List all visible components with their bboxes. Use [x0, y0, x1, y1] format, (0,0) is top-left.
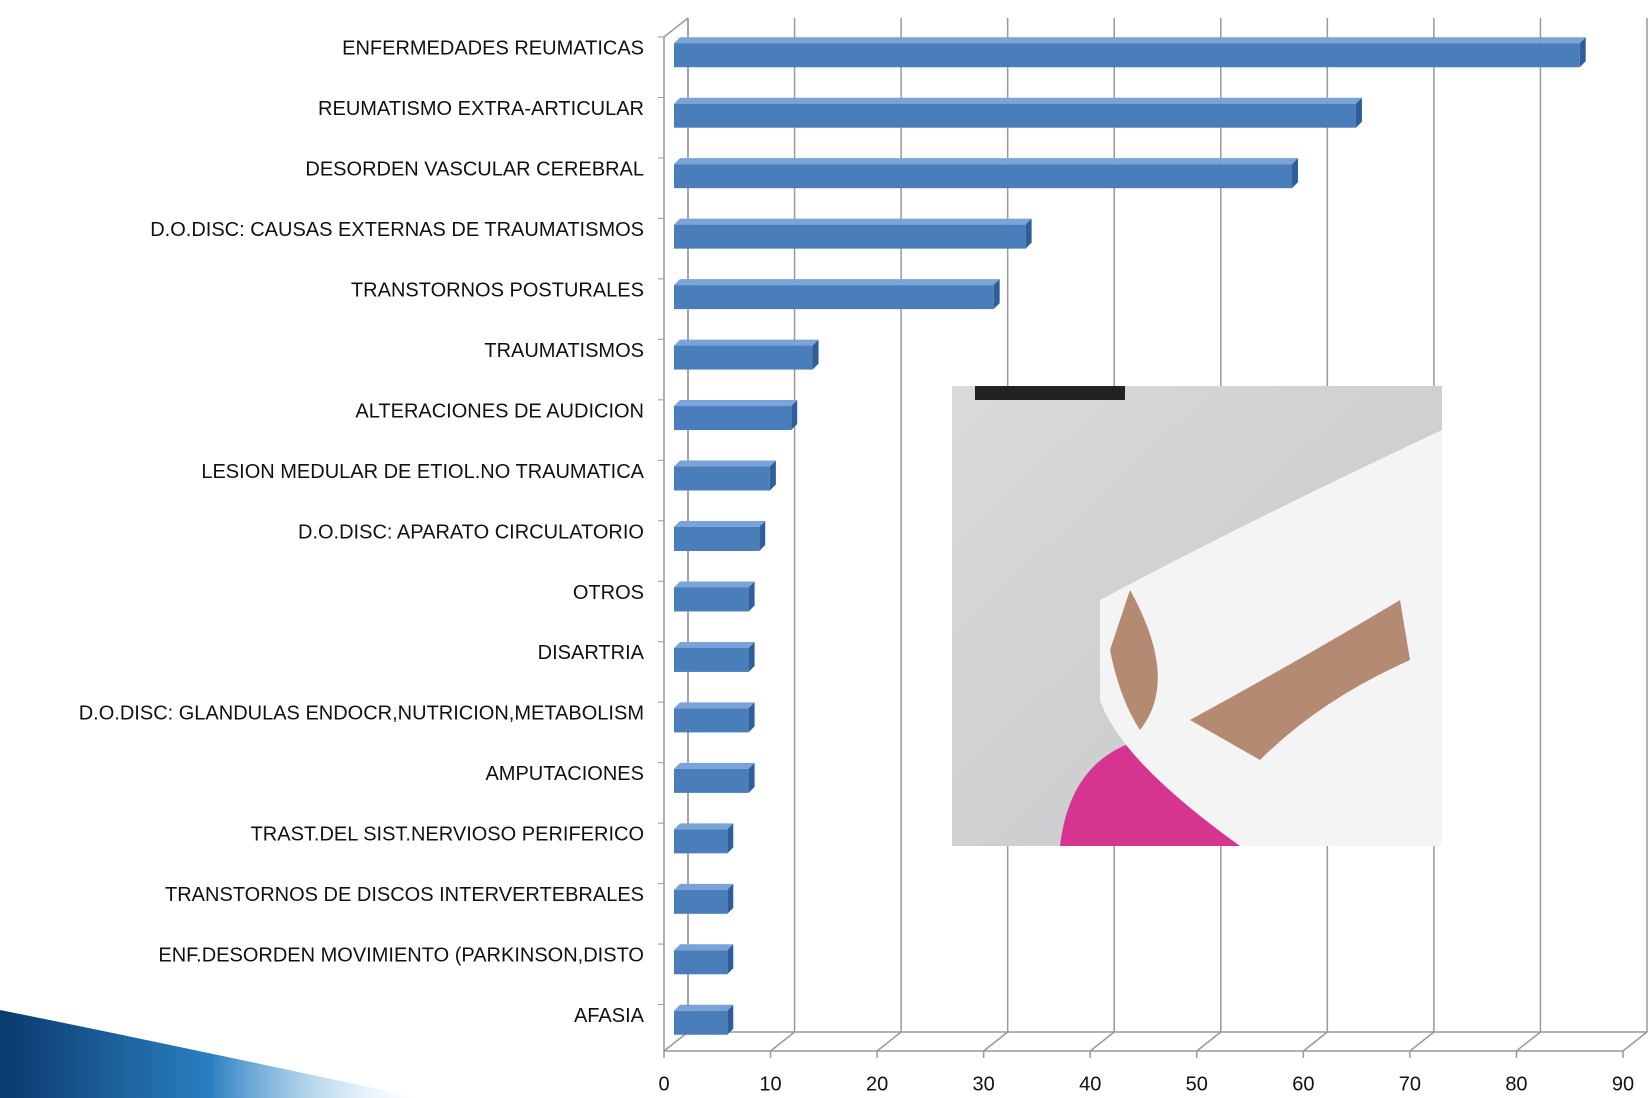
bar-top — [674, 883, 734, 890]
bar-side — [748, 702, 755, 733]
y-tick-label: OTROS — [573, 582, 644, 604]
bar-top — [674, 944, 734, 951]
y-tick-label: AFASIA — [574, 1005, 645, 1027]
y-tick-label: LESION MEDULAR DE ETIOL.NO TRAUMATICA — [201, 461, 644, 483]
bar-side — [748, 762, 755, 793]
bar-top — [674, 702, 755, 709]
axis-line — [663, 17, 689, 38]
bar-top — [674, 460, 776, 467]
grid-line-floor — [1515, 1031, 1541, 1052]
grid-line-floor — [1302, 1031, 1328, 1052]
bar-top — [674, 158, 1299, 165]
y-tick-label: DISARTRIA — [538, 642, 645, 664]
bar — [674, 43, 1580, 68]
x-tick-label: 80 — [1505, 1073, 1527, 1095]
y-tick-label: TRAUMATISMOS — [484, 340, 644, 362]
bar — [674, 829, 728, 854]
bar-top — [674, 521, 766, 527]
grid-line-floor — [1196, 1031, 1222, 1052]
x-tick-label: 70 — [1399, 1073, 1421, 1095]
bar — [674, 406, 792, 431]
y-tick-label: D.O.DISC: GLANDULAS ENDOCR,NUTRICION,MET… — [79, 703, 644, 725]
bar-top — [674, 97, 1362, 104]
bar-side — [812, 339, 819, 370]
grid-line-floor — [770, 1031, 796, 1052]
y-tick-label: D.O.DISC: CAUSAS EXTERNAS DE TRAUMATISMO… — [150, 219, 644, 241]
bar — [674, 224, 1026, 249]
x-tick-label: 40 — [1079, 1073, 1101, 1095]
bar-side — [748, 641, 755, 672]
bar-top — [674, 1004, 734, 1011]
bar-side — [993, 279, 1000, 310]
bar — [674, 950, 728, 975]
photo-shape — [975, 386, 1125, 400]
bar-top — [674, 762, 755, 769]
y-tick-label: TRANSTORNOS POSTURALES — [351, 279, 644, 301]
x-tick-label: 30 — [973, 1073, 995, 1095]
bar — [674, 527, 760, 551]
bar-top — [674, 279, 1000, 286]
bar-side — [748, 581, 755, 612]
grid-line-floor — [1089, 1031, 1115, 1052]
bar — [674, 164, 1293, 189]
y-tick-label: AMPUTACIONES — [485, 763, 644, 785]
bar — [674, 708, 749, 733]
bar — [674, 345, 813, 370]
bar-side — [1355, 97, 1362, 128]
bar — [674, 889, 728, 914]
bar-top — [674, 339, 819, 346]
bar-top — [674, 581, 755, 588]
bar-side — [791, 400, 798, 431]
bar — [674, 587, 749, 612]
bar-side — [1579, 37, 1586, 68]
bar — [674, 647, 749, 672]
y-tick-label: REUMATISMO EXTRA-ARTICULAR — [318, 98, 644, 120]
bar-top — [674, 37, 1586, 44]
bar-side — [759, 521, 766, 551]
bar-top — [674, 823, 734, 830]
bar-top — [674, 218, 1032, 225]
x-tick-label: 50 — [1186, 1073, 1208, 1095]
bar-side — [1292, 158, 1299, 189]
photo-shape — [1110, 590, 1410, 760]
y-tick-label: ALTERACIONES DE AUDICION — [355, 400, 644, 422]
bar-side — [727, 883, 734, 914]
bar-top — [674, 641, 755, 648]
y-tick-label: DESORDEN VASCULAR CEREBRAL — [305, 158, 644, 180]
photo-shape — [1100, 430, 1442, 846]
bar — [674, 466, 770, 491]
x-tick-label: 10 — [759, 1073, 781, 1095]
bar — [674, 103, 1356, 128]
x-tick-label: 0 — [658, 1073, 669, 1095]
y-tick-label: ENF.DESORDEN MOVIMIENTO (PARKINSON,DISTO — [158, 945, 644, 967]
bar-side — [727, 823, 734, 854]
y-tick-label: TRANSTORNOS DE DISCOS INTERVERTEBRALES — [165, 884, 644, 906]
x-tick-label: 60 — [1292, 1073, 1314, 1095]
photo — [952, 386, 1442, 846]
grid-line-floor — [1622, 1031, 1648, 1052]
bar — [674, 285, 994, 310]
y-tick-label: ENFERMEDADES REUMATICAS — [342, 38, 644, 60]
bar — [674, 768, 749, 793]
bar-side — [1025, 218, 1032, 249]
bar-top — [674, 400, 798, 407]
y-tick-label: TRAST.DEL SIST.NERVIOSO PERIFERICO — [251, 824, 644, 846]
x-tick-label: 90 — [1612, 1073, 1634, 1095]
grid-line-floor — [663, 1031, 689, 1052]
grid-line-floor — [1409, 1031, 1435, 1052]
grid-line-floor — [876, 1031, 902, 1052]
decor-swoosh — [0, 1010, 420, 1098]
bar-side — [727, 1004, 734, 1035]
bar-side — [727, 944, 734, 975]
bar-side — [769, 460, 776, 491]
grid-line-floor — [983, 1031, 1009, 1052]
bar — [674, 1010, 728, 1035]
y-tick-label: D.O.DISC: APARATO CIRCULATORIO — [298, 521, 644, 543]
x-tick-label: 20 — [866, 1073, 888, 1095]
